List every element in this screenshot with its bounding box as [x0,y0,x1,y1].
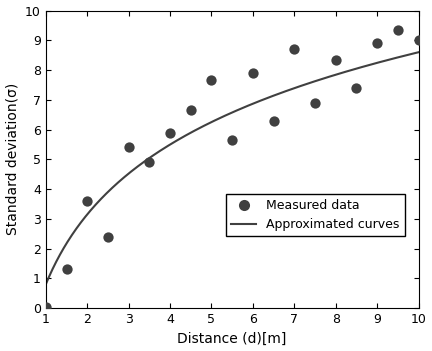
Point [374,40,381,46]
Point [270,118,277,124]
Point [146,159,153,165]
Legend: Measured data, Approximated curves: Measured data, Approximated curves [226,194,405,236]
Point [105,234,111,239]
Y-axis label: Standard deviation(σ): Standard deviation(σ) [6,83,19,236]
Point [353,85,360,91]
Point [249,70,256,76]
Point [125,145,132,150]
Point [332,57,339,62]
Point [167,130,174,135]
Point [311,100,318,106]
Point [208,78,215,83]
Point [187,107,194,113]
Point [415,38,422,43]
Point [394,27,401,33]
Point [229,137,235,143]
Point [63,266,70,272]
X-axis label: Distance (d)[m]: Distance (d)[m] [178,331,287,345]
Point [291,46,298,52]
Point [84,198,91,204]
Point [42,304,49,309]
